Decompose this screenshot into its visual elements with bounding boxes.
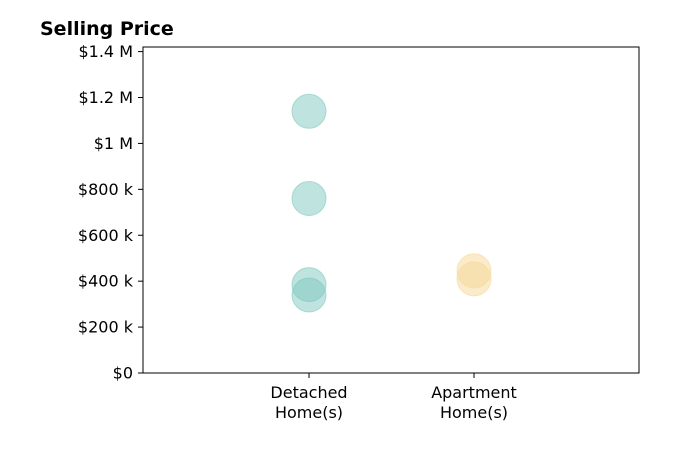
y-tick-label: $1.2 M	[78, 88, 133, 107]
y-tick-label: $200 k	[78, 318, 134, 337]
x-tick-label: Apartment Home(s)	[431, 383, 517, 422]
chart-title: Selling Price	[40, 18, 174, 40]
y-axis: $0 $200 k $400 k $600 k $800 k $1 M $1.2 M $1.4…	[78, 42, 143, 383]
data-point	[291, 181, 327, 217]
x-axis: Detached Home(s) Apartment Home(s)	[270, 373, 517, 422]
y-tick-label: $1 M	[94, 134, 133, 153]
data-point	[456, 261, 492, 297]
plot-area	[142, 46, 640, 374]
data-points	[291, 93, 492, 313]
y-tick-label: $400 k	[78, 272, 134, 291]
y-tick-label: $1.4 M	[78, 42, 133, 61]
y-tick-label: $800 k	[78, 180, 134, 199]
data-point	[291, 93, 327, 129]
y-tick-label: $600 k	[78, 226, 134, 245]
x-tick-label: Detached Home(s)	[270, 383, 347, 422]
data-point	[291, 277, 327, 313]
y-tick-label: $0	[113, 364, 133, 383]
